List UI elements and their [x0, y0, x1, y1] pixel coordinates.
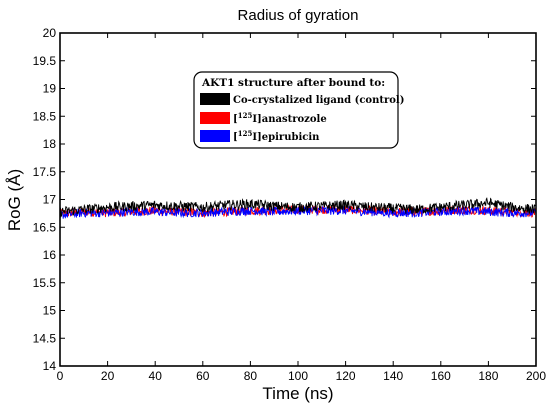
x-tick-label: 100 — [288, 369, 308, 383]
legend-label-control: Co-crystalized ligand (control) — [233, 95, 404, 106]
legend-epirubicin-sup: 125 — [238, 129, 253, 138]
legend-box — [193, 71, 399, 149]
legend-title: AKT1 structure after bound to: — [201, 77, 385, 89]
x-tick-label: 60 — [196, 369, 210, 383]
x-tick-label: 20 — [101, 369, 115, 383]
y-tick-label: 14.5 — [33, 331, 57, 345]
x-tick-label: 160 — [431, 369, 451, 383]
x-axis-label: Time (ns) — [262, 384, 333, 403]
x-tick-label: 200 — [526, 369, 546, 383]
legend-anastrozole-sup: 125 — [238, 111, 253, 120]
legend: AKT1 structure after bound to: Co-crysta… — [193, 71, 404, 149]
y-tick-label: 18.5 — [33, 109, 57, 123]
series-layer — [59, 197, 537, 219]
legend-epirubicin-bracket: [ — [233, 132, 238, 143]
y-tick-label: 18 — [43, 137, 57, 151]
tick-layer: 0 20 40 60 80 100 120 140 160 180 200 14 14.5 15 15.5 1… — [33, 26, 547, 383]
y-tick-label: 16.5 — [33, 220, 57, 234]
y-tick-label: 17.5 — [33, 165, 57, 179]
series-line-control — [59, 197, 537, 218]
y-tick-label: 19 — [43, 82, 57, 96]
y-tick-label: 15 — [43, 304, 57, 318]
y-tick-label: 20 — [43, 26, 57, 40]
legend-swatch-control — [200, 93, 230, 105]
y-tick-label: 17 — [43, 193, 57, 207]
x-tick-label: 140 — [383, 369, 403, 383]
legend-label-epirubicin: [125I]epirubicin — [233, 129, 320, 143]
x-tick-label: 120 — [336, 369, 356, 383]
x-tick-label: 80 — [244, 369, 258, 383]
legend-swatch-anastrozole — [200, 112, 230, 124]
legend-label-anastrozole: [125I]anastrozole — [233, 111, 327, 125]
legend-anastrozole-bracket: [ — [233, 114, 238, 125]
x-tick-label: 0 — [57, 369, 64, 383]
y-tick-label: 16 — [43, 248, 57, 262]
legend-anastrozole-rest: I]anastrozole — [252, 114, 326, 125]
y-tick-label: 19.5 — [33, 54, 57, 68]
chart-title: Radius of gyration — [238, 7, 359, 24]
x-tick-label: 180 — [478, 369, 498, 383]
y-axis-label: RoG (Å) — [5, 169, 24, 231]
y-tick-label: 15.5 — [33, 276, 57, 290]
legend-epirubicin-rest: I]epirubicin — [252, 132, 320, 143]
x-tick-label: 40 — [149, 369, 163, 383]
y-tick-label: 14 — [43, 359, 57, 373]
legend-label-control-text: Co-crystalized ligand (control) — [233, 95, 404, 106]
legend-swatch-epirubicin — [200, 130, 230, 142]
series-line-epirubicin — [59, 205, 537, 219]
